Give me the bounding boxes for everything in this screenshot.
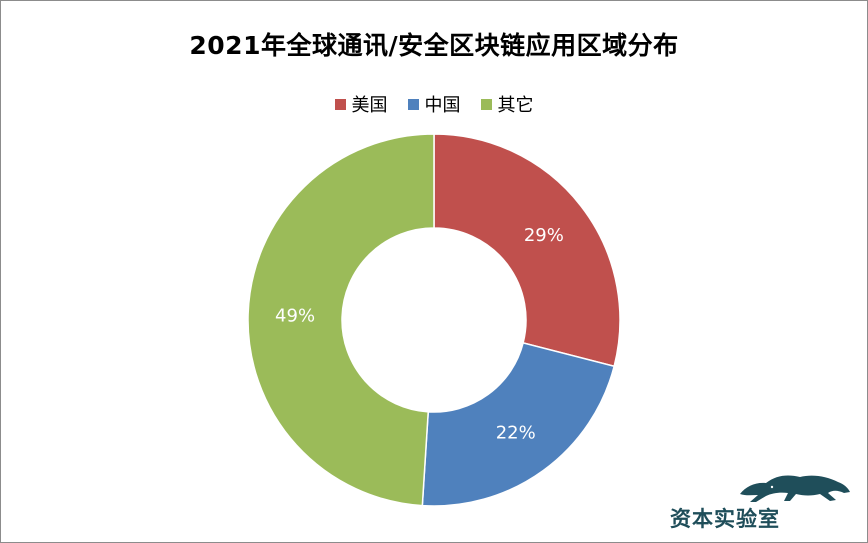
legend-swatch-usa	[334, 98, 346, 110]
leopard-icon	[740, 475, 850, 502]
legend-item-china: 中国	[407, 91, 461, 117]
legend-swatch-china	[407, 98, 419, 110]
legend-swatch-other	[480, 98, 492, 110]
slice-usa	[433, 133, 621, 368]
watermark: 资本实验室	[670, 468, 855, 531]
legend-label-china: 中国	[424, 95, 461, 116]
legend-label-other: 其它	[497, 95, 534, 116]
donut-labels: 29% 22% 49%	[275, 225, 564, 444]
chart-title: 2021年全球通讯/安全区块链应用区域分布	[189, 31, 679, 60]
slice-china	[421, 341, 616, 507]
slice-label-other: 49%	[275, 306, 315, 327]
donut-slices	[247, 133, 621, 507]
watermark-text: 资本实验室	[670, 507, 780, 531]
legend-label-usa: 美国	[351, 95, 388, 116]
legend-item-other: 其它	[480, 91, 534, 117]
chart-legend: 美国 中国 其它	[0, 91, 868, 117]
slice-label-usa: 29%	[524, 225, 564, 246]
slice-label-china: 22%	[496, 422, 536, 443]
legend-item-usa: 美国	[334, 91, 388, 117]
slice-other	[247, 133, 435, 507]
